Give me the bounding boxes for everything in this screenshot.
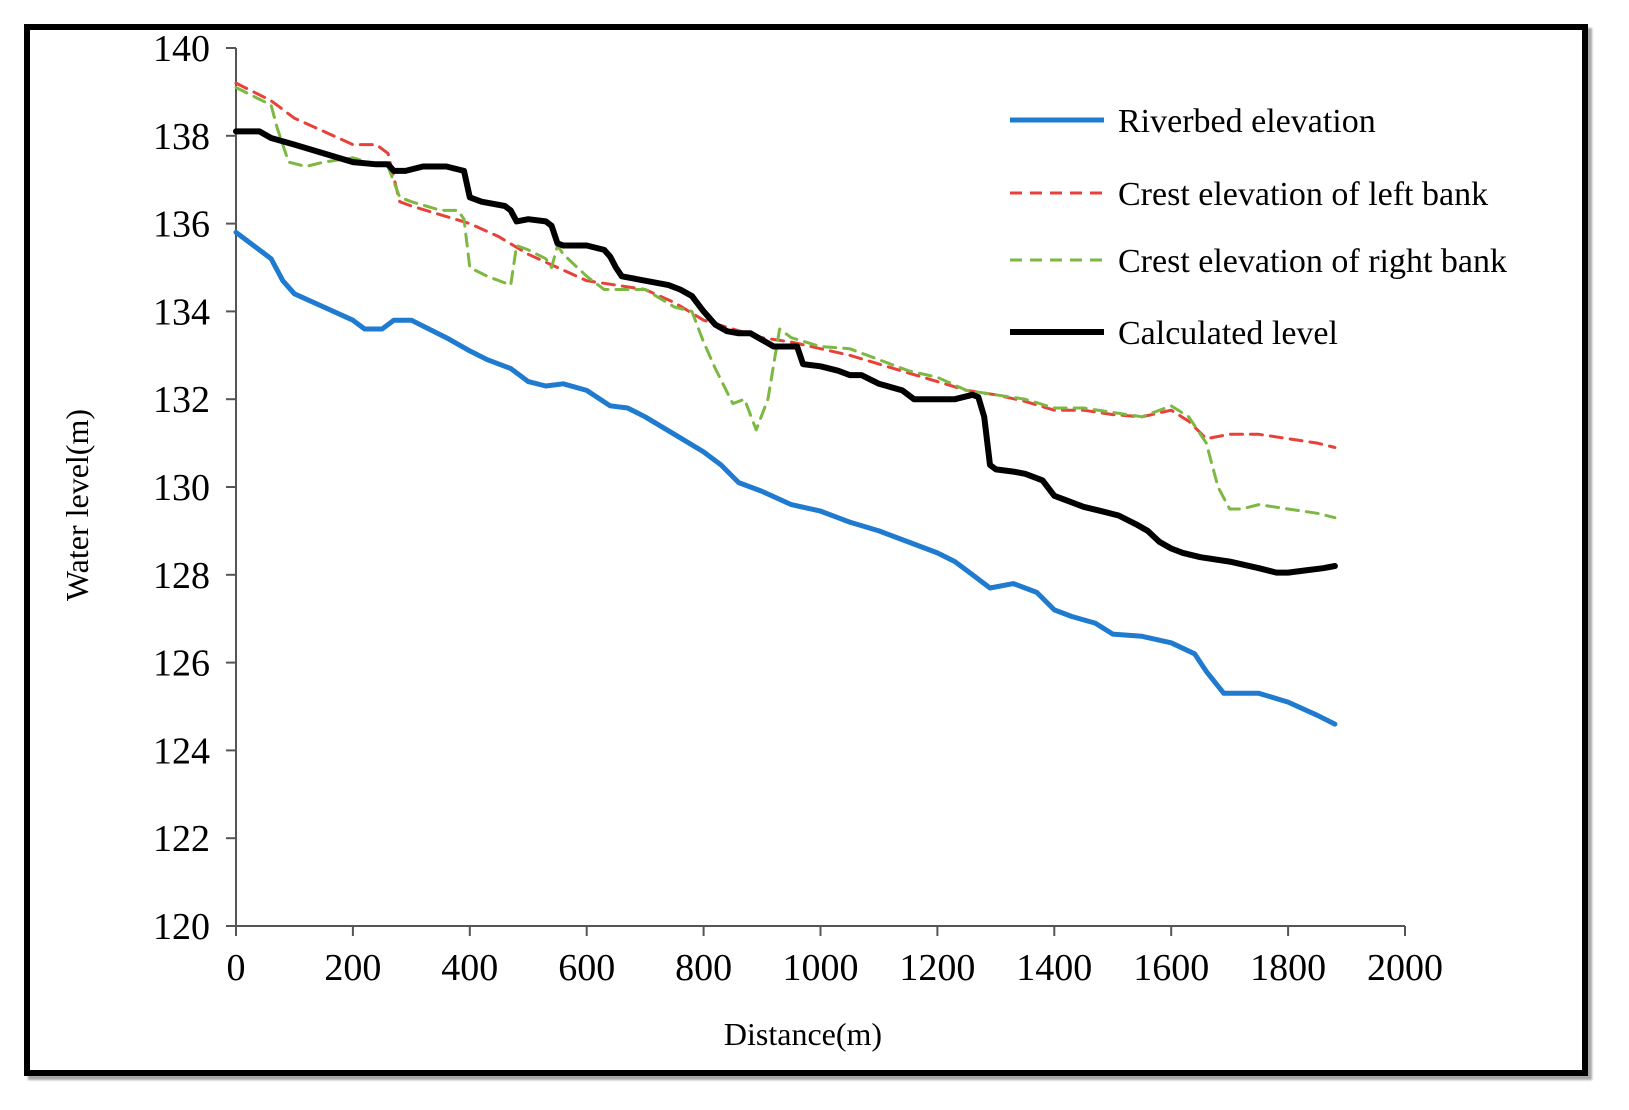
series-line-3 — [234, 86, 1337, 520]
y-tick-label: 122 — [153, 818, 210, 860]
y-tick-label: 126 — [153, 643, 210, 685]
y-tick-label: 120 — [153, 906, 210, 948]
x-tick-label: 1600 — [1133, 947, 1209, 989]
series-line-4 — [233, 128, 1338, 576]
x-tick-label: 2000 — [1367, 947, 1443, 989]
x-tick-label: 600 — [558, 947, 615, 989]
legend-label-4: Calculated level — [1118, 315, 1338, 352]
y-tick-label: 124 — [153, 730, 210, 772]
x-tick-label: 200 — [324, 947, 381, 989]
x-axis-title: Distance(m) — [724, 1016, 882, 1052]
x-tick-label: 1400 — [1016, 947, 1092, 989]
series-layer — [233, 81, 1338, 727]
chart-frame — [24, 24, 1588, 1076]
series-line-1 — [233, 229, 1338, 727]
x-tick-label: 0 — [227, 947, 246, 989]
y-tick-label: 138 — [153, 116, 210, 158]
y-tick-label: 140 — [153, 28, 210, 70]
legend: Riverbed elevation Crest elevation of lef… — [1010, 103, 1507, 352]
x-tick-label: 800 — [675, 947, 732, 989]
x-tick-label: 400 — [441, 947, 498, 989]
y-tick-label: 128 — [153, 555, 210, 597]
y-axis-title: Water level(m) — [59, 409, 95, 601]
x-tick-label: 1200 — [899, 947, 975, 989]
x-tick-label: 1800 — [1250, 947, 1326, 989]
legend-label-1: Riverbed elevation — [1118, 103, 1376, 140]
y-tick-label: 134 — [153, 291, 210, 333]
legend-label-2: Crest elevation of left bank — [1118, 176, 1488, 213]
x-tick-label: 1000 — [783, 947, 859, 989]
y-tick-label: 136 — [153, 204, 210, 246]
y-tick-label: 132 — [153, 379, 210, 421]
y-tick-label: 130 — [153, 467, 210, 509]
legend-label-3: Crest elevation of right bank — [1118, 243, 1507, 280]
